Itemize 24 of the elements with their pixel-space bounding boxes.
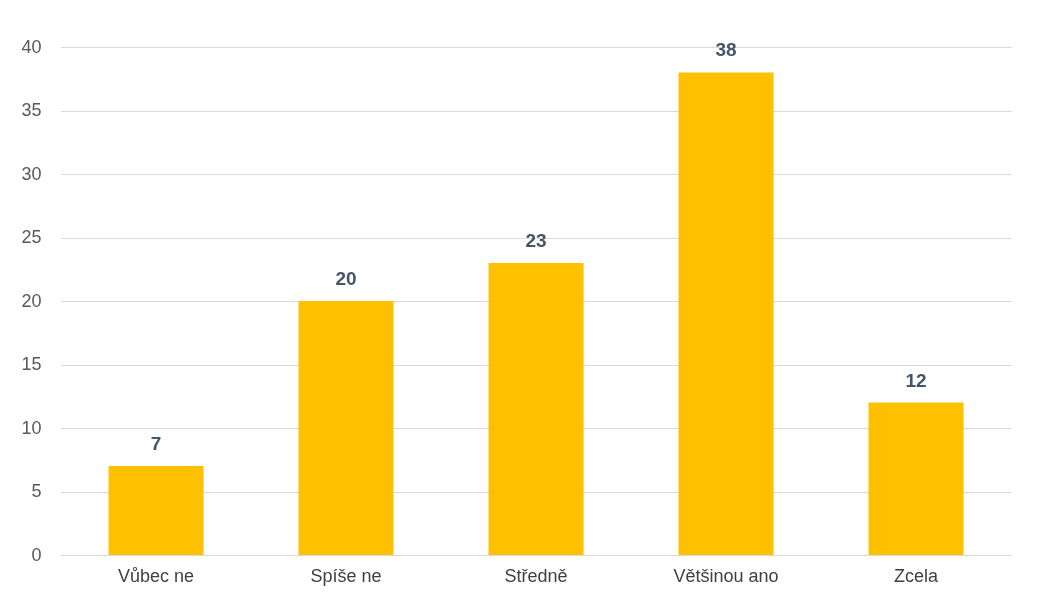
x-tick-label: Zcela bbox=[893, 565, 939, 586]
y-tick-label: 10 bbox=[21, 417, 42, 438]
bar bbox=[298, 301, 394, 555]
bar bbox=[868, 402, 964, 555]
bar bbox=[678, 72, 774, 555]
y-tick-label: 25 bbox=[21, 227, 42, 247]
y-tick-label: 35 bbox=[21, 100, 42, 120]
x-tick-label: Spíše ne bbox=[310, 565, 382, 586]
y-tick-label: 30 bbox=[21, 163, 42, 184]
data-label: 12 bbox=[905, 369, 927, 391]
data-label: 38 bbox=[715, 39, 737, 61]
y-tick-label: 15 bbox=[21, 354, 42, 374]
bar bbox=[488, 262, 584, 555]
x-tick-label: Středně bbox=[504, 565, 568, 586]
x-tick-label: Vůbec ne bbox=[117, 565, 195, 586]
y-tick-label: 0 bbox=[31, 544, 42, 565]
bar bbox=[108, 466, 204, 555]
data-label: 20 bbox=[335, 268, 357, 289]
y-tick-label: 5 bbox=[31, 481, 42, 501]
y-tick-label: 40 bbox=[21, 36, 42, 57]
data-label: 23 bbox=[525, 229, 547, 251]
y-tick-label: 20 bbox=[21, 290, 42, 311]
x-tick-label: Většinou ano bbox=[673, 565, 779, 586]
data-label: 7 bbox=[150, 433, 162, 455]
